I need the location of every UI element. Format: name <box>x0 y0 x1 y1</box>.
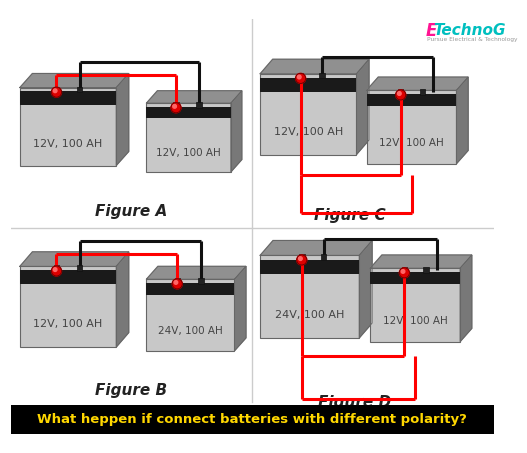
Bar <box>370 268 460 342</box>
Bar <box>367 90 456 164</box>
Bar <box>20 87 116 165</box>
Bar <box>260 74 356 154</box>
Polygon shape <box>235 266 246 351</box>
Bar <box>319 73 325 78</box>
Polygon shape <box>370 255 472 268</box>
Bar <box>77 265 82 271</box>
Bar <box>198 278 204 284</box>
Circle shape <box>397 92 401 96</box>
Polygon shape <box>20 73 129 87</box>
Polygon shape <box>460 255 472 342</box>
Circle shape <box>401 270 405 273</box>
Text: 24V, 100 AH: 24V, 100 AH <box>275 310 344 320</box>
Bar <box>298 73 304 78</box>
Circle shape <box>399 268 409 278</box>
Text: 12V, 100 AH: 12V, 100 AH <box>274 127 343 137</box>
Text: What heppen if connect batteries with different polarity?: What heppen if connect batteries with di… <box>37 413 467 426</box>
Bar <box>196 102 201 108</box>
Circle shape <box>171 103 181 113</box>
Circle shape <box>173 105 177 108</box>
Circle shape <box>174 280 178 284</box>
Bar <box>20 92 116 105</box>
Polygon shape <box>116 252 129 347</box>
Bar <box>147 279 235 351</box>
Bar <box>260 78 356 92</box>
Polygon shape <box>116 73 129 165</box>
Bar <box>260 255 359 338</box>
Circle shape <box>299 257 302 260</box>
Bar <box>173 102 179 108</box>
Bar <box>54 87 59 92</box>
Polygon shape <box>456 77 468 164</box>
Bar <box>147 103 231 172</box>
Bar <box>11 405 494 434</box>
Text: Figure D: Figure D <box>318 395 391 410</box>
Circle shape <box>53 89 57 92</box>
Text: TechnoG: TechnoG <box>434 23 506 38</box>
Polygon shape <box>356 59 369 154</box>
Polygon shape <box>147 91 242 103</box>
Polygon shape <box>147 266 246 279</box>
Circle shape <box>296 73 306 83</box>
Polygon shape <box>20 252 129 266</box>
Text: 12V, 100 AH: 12V, 100 AH <box>33 139 103 149</box>
Polygon shape <box>260 59 369 74</box>
Bar <box>367 94 456 106</box>
Bar <box>402 267 407 273</box>
Bar <box>20 270 116 284</box>
Bar <box>20 266 116 347</box>
Circle shape <box>297 255 307 265</box>
Text: Figure A: Figure A <box>95 204 167 219</box>
Bar <box>321 255 326 260</box>
Circle shape <box>172 279 182 289</box>
Text: Figure C: Figure C <box>314 208 386 223</box>
Text: Pursue Electrical & Technology: Pursue Electrical & Technology <box>427 38 518 43</box>
Bar <box>299 255 305 260</box>
Bar <box>147 106 231 118</box>
Text: E: E <box>425 22 437 40</box>
Bar <box>54 265 59 271</box>
Bar <box>398 89 404 95</box>
Text: 12V, 100 AH: 12V, 100 AH <box>379 138 444 148</box>
Polygon shape <box>367 77 468 90</box>
Polygon shape <box>231 91 242 172</box>
Bar <box>423 267 428 273</box>
Polygon shape <box>260 241 372 255</box>
Bar <box>370 272 460 284</box>
Text: 12V, 100 AH: 12V, 100 AH <box>33 319 103 329</box>
Circle shape <box>53 268 57 271</box>
Circle shape <box>52 87 62 97</box>
Text: 12V, 100 AH: 12V, 100 AH <box>383 316 447 326</box>
Text: 24V, 100 AH: 24V, 100 AH <box>158 326 223 336</box>
Polygon shape <box>359 241 372 338</box>
Bar <box>147 283 235 295</box>
Circle shape <box>396 90 406 100</box>
Bar <box>260 260 359 274</box>
Bar <box>77 87 82 92</box>
Bar <box>419 89 425 95</box>
Circle shape <box>297 75 301 79</box>
Text: 12V, 100 AH: 12V, 100 AH <box>157 148 221 158</box>
Bar <box>174 278 180 284</box>
Circle shape <box>52 266 62 276</box>
Text: Figure B: Figure B <box>95 383 167 398</box>
